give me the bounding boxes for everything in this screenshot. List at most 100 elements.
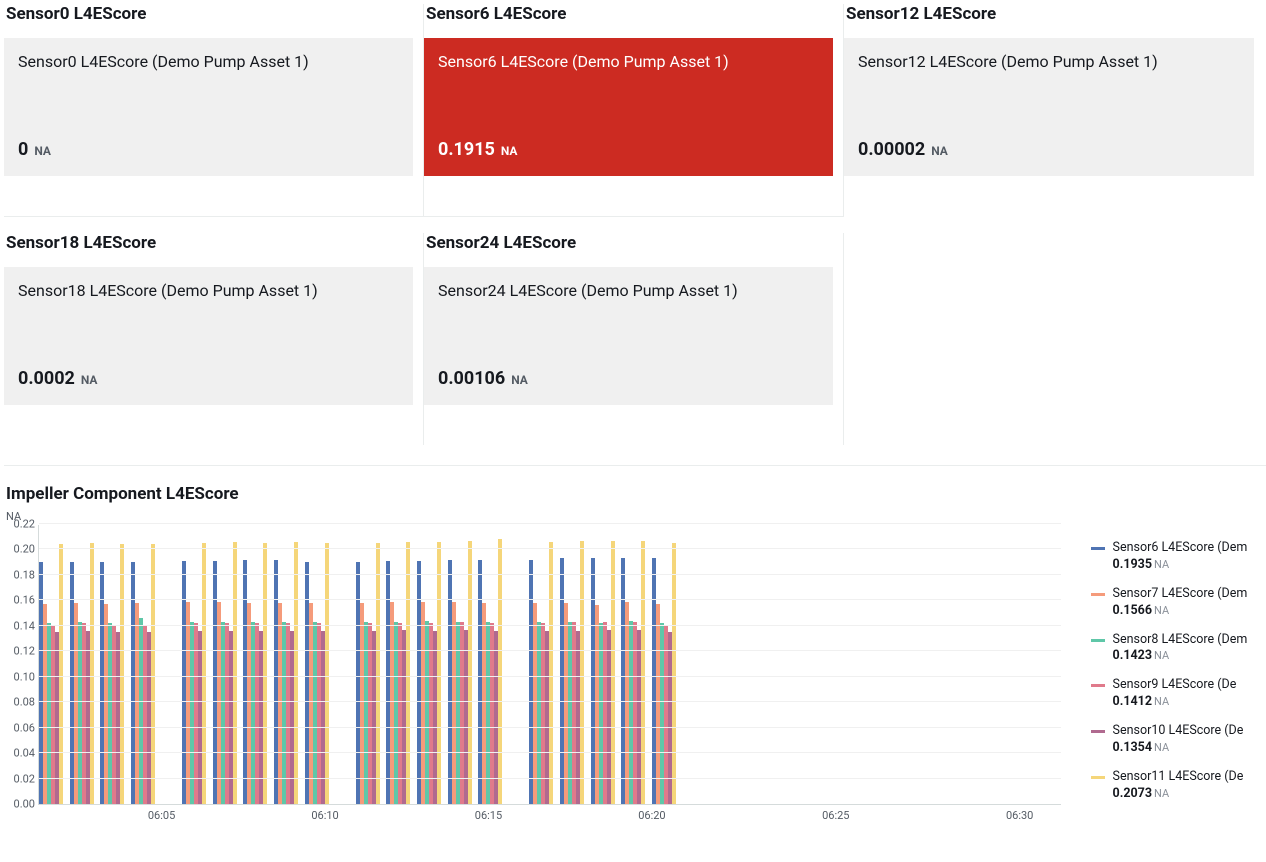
chart-gridline	[39, 778, 1061, 779]
card-sensor12: Sensor12 L4EScore Sensor12 L4EScore (Dem…	[844, 4, 1264, 216]
chart-bar[interactable]	[59, 544, 63, 804]
chart-y-tick: 0.16	[5, 594, 35, 607]
card-unit: NA	[34, 144, 51, 158]
chart-x-tick: 06:25	[822, 809, 849, 822]
card-subtitle: Sensor12 L4EScore (Demo Pump Asset 1)	[858, 52, 1240, 71]
card-body[interactable]: Sensor18 L4EScore (Demo Pump Asset 1) 0.…	[4, 267, 413, 405]
card-title: Sensor18 L4EScore	[4, 233, 413, 253]
card-value-row: 0.00106 NA	[438, 368, 819, 389]
legend-value-row: 0.2073NA	[1113, 786, 1244, 803]
chart-bar[interactable]	[498, 539, 502, 804]
legend-unit: NA	[1154, 741, 1169, 754]
card-sensor24: Sensor24 L4EScore Sensor24 L4EScore (Dem…	[424, 233, 844, 445]
chart-y-tick: 0.10	[5, 670, 35, 683]
legend-label: Sensor11 L4EScore (De	[1113, 769, 1244, 786]
chart-gridline	[39, 599, 1061, 600]
chart-x-tick: 06:20	[638, 809, 665, 822]
card-body[interactable]: Sensor12 L4EScore (Demo Pump Asset 1) 0.…	[844, 38, 1254, 176]
chart-bar[interactable]	[406, 542, 410, 804]
legend-text: Sensor9 L4EScore (De0.1412NA	[1113, 677, 1237, 711]
legend-item[interactable]: Sensor11 L4EScore (De0.2073NA	[1091, 769, 1260, 803]
legend-value: 0.1354	[1113, 740, 1152, 755]
card-sensor18: Sensor18 L4EScore Sensor18 L4EScore (Dem…	[4, 233, 424, 445]
chart-x-tick: 06:05	[148, 809, 175, 822]
legend-unit: NA	[1154, 649, 1169, 662]
legend-swatch	[1091, 730, 1105, 733]
chart-bar[interactable]	[294, 542, 298, 804]
chart-x-tick: 06:10	[311, 809, 338, 822]
chart-gridline	[39, 523, 1061, 524]
legend-item[interactable]: Sensor10 L4EScore (De0.1354NA	[1091, 723, 1260, 757]
card-body-alert[interactable]: Sensor6 L4EScore (Demo Pump Asset 1) 0.1…	[424, 38, 833, 176]
chart-y-tick: 0.04	[5, 747, 35, 760]
legend-text: Sensor10 L4EScore (De0.1354NA	[1113, 723, 1244, 757]
chart-gridline	[39, 701, 1061, 702]
card-sensor0: Sensor0 L4EScore Sensor0 L4EScore (Demo …	[4, 4, 424, 216]
legend-value-row: 0.1423NA	[1113, 648, 1248, 665]
chart-y-tick: 0.20	[5, 543, 35, 556]
chart-bar[interactable]	[672, 543, 676, 804]
chart-area: NA 0.000.020.040.060.080.100.120.140.160…	[4, 510, 1260, 815]
chart-bar[interactable]	[233, 542, 237, 804]
legend-item[interactable]: Sensor9 L4EScore (De0.1412NA	[1091, 677, 1260, 711]
card-subtitle: Sensor0 L4EScore (Demo Pump Asset 1)	[18, 52, 399, 71]
legend-text: Sensor6 L4EScore (Dem0.1935NA	[1113, 540, 1248, 574]
card-body[interactable]: Sensor0 L4EScore (Demo Pump Asset 1) 0 N…	[4, 38, 413, 176]
card-subtitle: Sensor6 L4EScore (Demo Pump Asset 1)	[438, 52, 819, 71]
legend-text: Sensor8 L4EScore (Dem0.1423NA	[1113, 632, 1248, 666]
legend-swatch	[1091, 684, 1105, 687]
card-value: 0.00106	[438, 368, 505, 389]
chart-bar[interactable]	[468, 541, 472, 804]
sensor-cards-grid: Sensor0 L4EScore Sensor0 L4EScore (Demo …	[4, 4, 1266, 445]
chart-bars-layer	[39, 525, 1061, 804]
chart-bar[interactable]	[376, 543, 380, 804]
chart-gridline	[39, 650, 1061, 651]
chart-bar[interactable]	[202, 543, 206, 804]
chart-y-tick: 0.06	[5, 721, 35, 734]
chart-bar[interactable]	[641, 541, 645, 804]
chart-bar[interactable]	[580, 541, 584, 804]
legend-swatch	[1091, 593, 1105, 596]
legend-label: Sensor9 L4EScore (De	[1113, 677, 1237, 694]
legend-label: Sensor7 L4EScore (Dem	[1113, 586, 1248, 603]
card-empty	[844, 233, 1264, 445]
legend-value-row: 0.1935NA	[1113, 557, 1248, 574]
card-value-row: 0 NA	[18, 139, 399, 160]
chart-bar[interactable]	[90, 543, 94, 804]
card-value-row: 0.0002 NA	[18, 368, 399, 389]
card-subtitle: Sensor18 L4EScore (Demo Pump Asset 1)	[18, 281, 399, 300]
chart-bar[interactable]	[263, 543, 267, 804]
chart-plot[interactable]: 0.000.020.040.060.080.100.120.140.160.18…	[38, 525, 1061, 805]
legend-label: Sensor10 L4EScore (De	[1113, 723, 1244, 740]
chart-gridline	[39, 625, 1061, 626]
card-title: Sensor24 L4EScore	[424, 233, 833, 253]
chart-y-unit: NA	[4, 510, 1061, 523]
chart-plot-wrap: NA 0.000.020.040.060.080.100.120.140.160…	[4, 510, 1061, 805]
legend-item[interactable]: Sensor8 L4EScore (Dem0.1423NA	[1091, 632, 1260, 666]
card-title: Sensor0 L4EScore	[4, 4, 413, 24]
chart-bar[interactable]	[549, 542, 553, 804]
chart-bar[interactable]	[120, 544, 124, 804]
legend-item[interactable]: Sensor6 L4EScore (Dem0.1935NA	[1091, 540, 1260, 574]
chart-y-tick: 0.08	[5, 696, 35, 709]
chart-gridline	[39, 574, 1061, 575]
chart-y-tick: 0.22	[5, 518, 35, 531]
chart-bar[interactable]	[151, 544, 155, 804]
card-body[interactable]: Sensor24 L4EScore (Demo Pump Asset 1) 0.…	[424, 267, 833, 405]
card-unit: NA	[81, 373, 98, 387]
legend-value: 0.1935	[1113, 557, 1152, 572]
chart-bar[interactable]	[611, 541, 615, 804]
row-divider	[4, 216, 844, 217]
legend-value: 0.1412	[1113, 694, 1152, 709]
chart-legend: Sensor6 L4EScore (Dem0.1935NA Sensor7 L4E…	[1091, 540, 1260, 815]
card-unit: NA	[511, 373, 528, 387]
legend-swatch	[1091, 547, 1105, 550]
chart-y-tick: 0.14	[5, 619, 35, 632]
chart-bar[interactable]	[437, 542, 441, 804]
legend-value: 0.1423	[1113, 648, 1152, 663]
legend-item[interactable]: Sensor7 L4EScore (Dem0.1566NA	[1091, 586, 1260, 620]
card-sensor6: Sensor6 L4EScore Sensor6 L4EScore (Demo …	[424, 4, 844, 216]
chart-bar[interactable]	[325, 543, 329, 804]
legend-value-row: 0.1354NA	[1113, 740, 1244, 757]
legend-unit: NA	[1154, 787, 1169, 800]
